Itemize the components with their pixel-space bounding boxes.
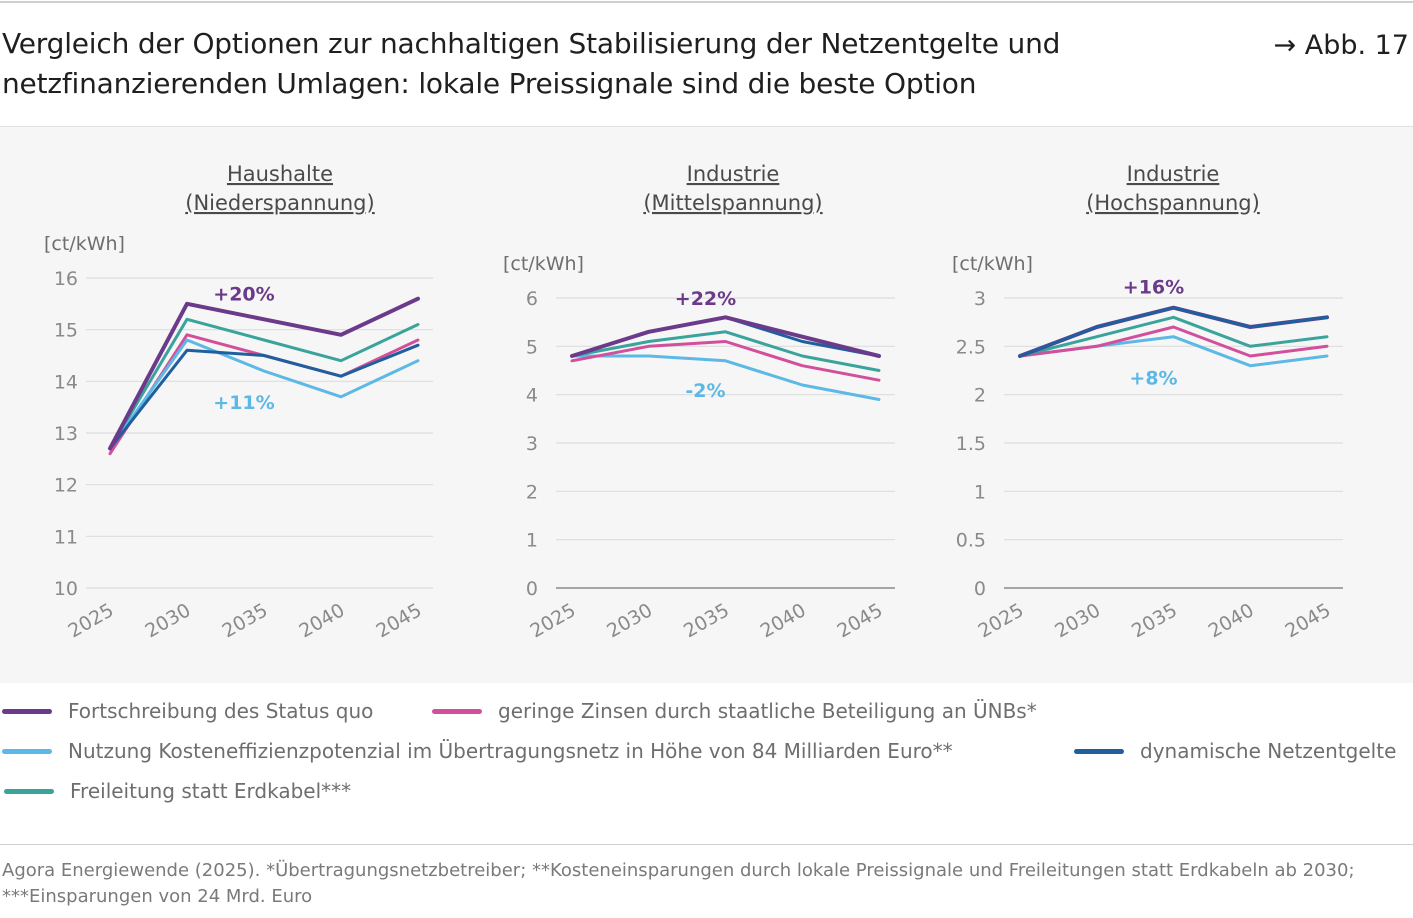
y-tick-label: 11 <box>54 526 78 548</box>
x-tick-label: 2030 <box>603 599 656 642</box>
bottom-rule <box>0 844 1413 845</box>
series-line-kosteneffizienz <box>570 354 881 401</box>
y-tick-label: 6 <box>526 288 538 310</box>
chart-1: Haushalte (Niederspannung) [ct/kWh] 10 11 12 1… <box>44 162 433 642</box>
annotation-label: +20% <box>213 284 274 306</box>
annotation-label: +16% <box>1123 276 1184 298</box>
legend-item-zinsen: geringe Zinsen durch staatliche Beteilig… <box>432 696 1037 726</box>
y-tick-label: 13 <box>54 423 78 445</box>
y-tick-label: 15 <box>54 320 78 342</box>
legend-item-freileitung: Freileitung statt Erdkabel*** <box>4 776 351 806</box>
x-tick-label: 2025 <box>65 599 118 642</box>
legend-label: geringe Zinsen durch staatliche Beteilig… <box>498 699 1037 723</box>
legend-swatch <box>2 708 52 714</box>
chart-2: Industrie (Mittelspannung) [ct/kWh] 0 1 2 3 4 5 6… <box>503 162 895 642</box>
x-tick-label: 2040 <box>296 599 349 642</box>
chart-title-line: Haushalte <box>227 162 333 186</box>
annotation-label: +8% <box>1129 367 1177 389</box>
y-tick-label: 2 <box>526 481 538 503</box>
annotation-label: +22% <box>675 288 736 310</box>
series-line-freileitung <box>1018 315 1329 358</box>
y-tick-label: 3 <box>526 433 538 455</box>
y-tick-label: 2 <box>974 385 986 407</box>
y-tick-label: 5 <box>526 336 538 358</box>
y-tick-label: 1 <box>974 481 986 503</box>
source-note: Agora Energiewende (2025). *Übertragungs… <box>2 860 1355 907</box>
legend-swatch <box>4 788 54 794</box>
y-tick-label: 3 <box>974 288 986 310</box>
y-axis-unit-label: [ct/kWh] <box>503 253 584 275</box>
series-line-zinsen <box>1018 325 1329 358</box>
legend-label: Nutzung Kosteneffizienzpotenzial im Über… <box>68 739 953 763</box>
legend-item-kosteneffizienz: Nutzung Kosteneffizienzpotenzial im Über… <box>2 736 953 766</box>
top-rule <box>0 1 1413 3</box>
legend: Fortschreibung des Status quo geringe Zin… <box>0 696 1413 826</box>
y-tick-label: 12 <box>54 475 78 497</box>
annotation-label: -2% <box>685 380 725 402</box>
series-line-kosteneffizienz <box>108 338 420 450</box>
y-tick-label: 0 <box>974 578 986 600</box>
chart-title-line: Industrie <box>1127 162 1220 186</box>
legend-swatch <box>432 708 482 714</box>
series-line-freileitung <box>108 317 420 450</box>
y-tick-label: 10 <box>54 578 78 600</box>
y-axis-unit-label: [ct/kWh] <box>952 253 1033 275</box>
chart-title-line: (Hochspannung) <box>1086 191 1260 215</box>
chart-title-line: Industrie <box>687 162 780 186</box>
chart-title-line: (Mittelspannung) <box>643 191 822 215</box>
legend-swatch <box>1074 748 1124 754</box>
x-tick-label: 2045 <box>834 599 887 642</box>
series-line-freileitung <box>570 330 881 372</box>
x-tick-label: 2035 <box>219 599 272 642</box>
x-tick-label: 2025 <box>527 599 580 642</box>
series-line-dynamisch <box>1018 306 1329 358</box>
series-line-status_quo <box>570 315 881 358</box>
annotation-label: +11% <box>213 392 274 414</box>
y-tick-label: 14 <box>54 371 78 393</box>
legend-swatch <box>2 748 52 754</box>
x-tick-label: 2040 <box>757 599 810 642</box>
legend-label: Freileitung statt Erdkabel*** <box>70 779 352 803</box>
x-tick-label: 2045 <box>1282 599 1335 642</box>
chart-title-line: (Niederspannung) <box>185 191 374 215</box>
x-tick-label: 2040 <box>1205 599 1258 642</box>
series-line-zinsen <box>570 340 881 382</box>
figure-reference: → Abb. 17 <box>1273 30 1409 61</box>
series-line-status_quo <box>108 296 420 451</box>
series-line-dynamisch <box>570 315 881 358</box>
y-tick-label: 1 <box>526 530 538 552</box>
y-tick-label: 0 <box>526 578 538 600</box>
x-tick-label: 2030 <box>142 599 195 642</box>
y-axis-unit-label: [ct/kWh] <box>44 233 125 255</box>
legend-item-dynamisch: dynamische Netzentgelte <box>1074 736 1396 766</box>
x-tick-label: 2045 <box>373 599 426 642</box>
figure-title: Vergleich der Optionen zur nachhaltigen … <box>2 27 1061 100</box>
x-tick-label: 2035 <box>1128 599 1181 642</box>
y-tick-label: 2.5 <box>956 336 986 358</box>
y-tick-label: 16 <box>54 268 78 290</box>
y-tick-label: 0.5 <box>956 530 986 552</box>
x-tick-label: 2025 <box>975 599 1028 642</box>
legend-label: dynamische Netzentgelte <box>1140 739 1397 763</box>
chart-panel-background <box>0 126 1413 683</box>
y-tick-label: 4 <box>526 385 538 407</box>
x-tick-label: 2035 <box>680 599 733 642</box>
legend-item-status_quo: Fortschreibung des Status quo <box>2 696 373 726</box>
chart-3: Industrie (Hochspannung) [ct/kWh] 0 0.5 1 1.5 2… <box>952 162 1343 642</box>
series-line-dynamisch <box>108 343 420 450</box>
y-tick-label: 1.5 <box>956 433 986 455</box>
legend-label: Fortschreibung des Status quo <box>68 699 374 723</box>
x-tick-label: 2030 <box>1051 599 1104 642</box>
